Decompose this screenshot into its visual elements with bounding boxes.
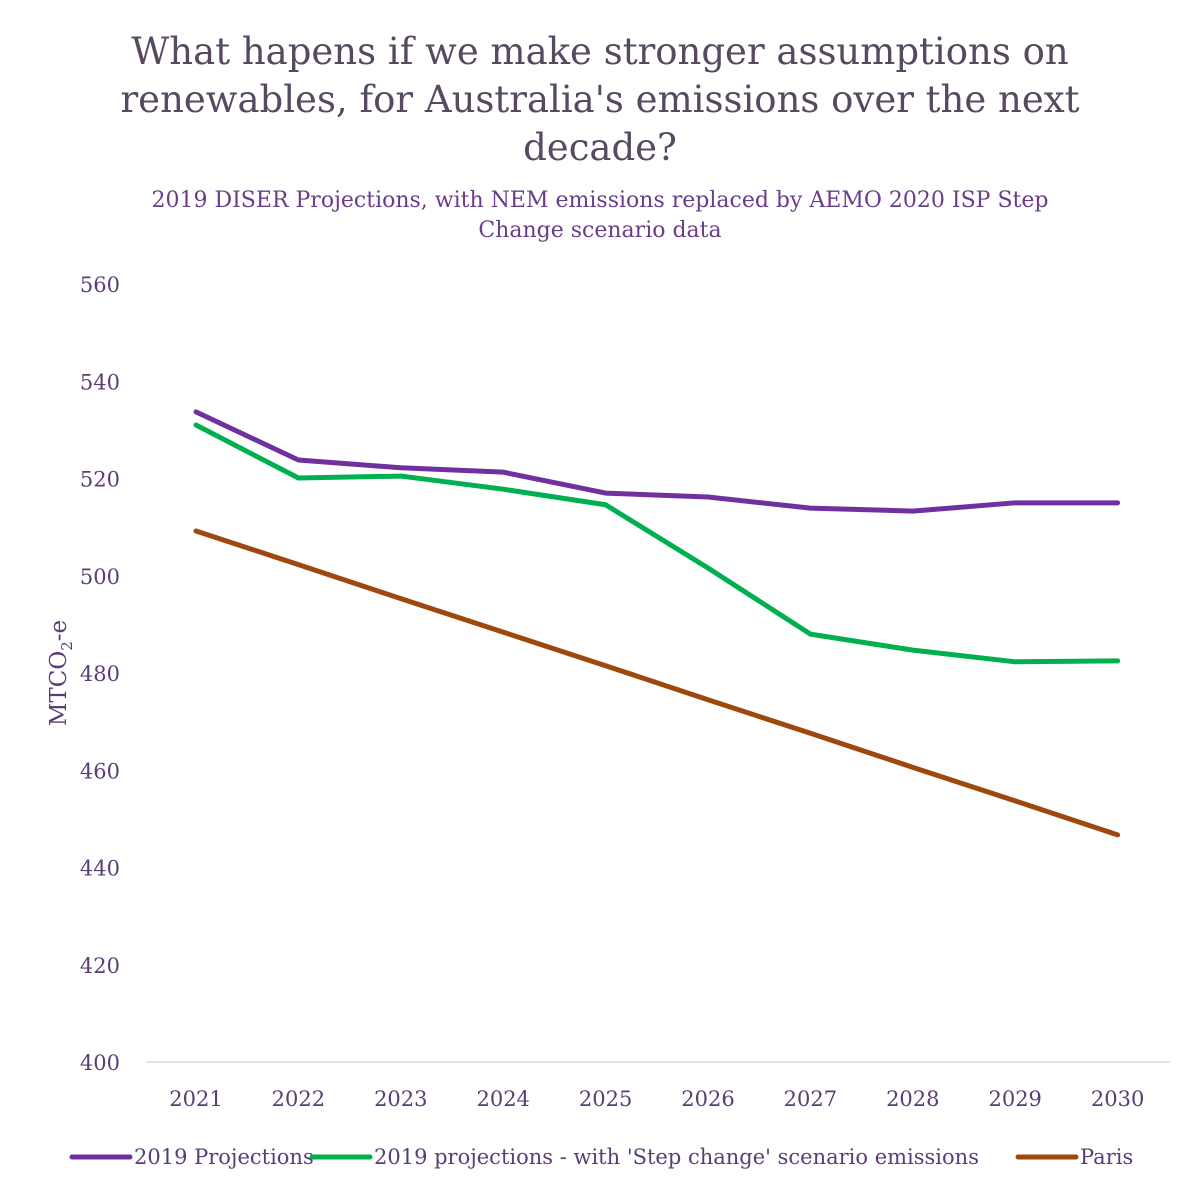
x-tick-label: 2022 xyxy=(272,1087,325,1111)
y-tick-label: 480 xyxy=(80,662,120,686)
x-tick-label: 2028 xyxy=(886,1087,939,1111)
x-tick-label: 2027 xyxy=(784,1087,837,1111)
y-tick-label: 460 xyxy=(80,759,120,783)
y-tick-label: 500 xyxy=(80,565,120,589)
x-tick-label: 2030 xyxy=(1091,1087,1144,1111)
series-line-2 xyxy=(193,528,1121,838)
chart-title: What hapens if we make stronger assumpti… xyxy=(120,30,1080,169)
y-tick-label: 400 xyxy=(80,1051,120,1075)
series-line-0 xyxy=(193,409,1121,514)
x-tick-label: 2023 xyxy=(374,1087,427,1111)
x-tick-label: 2021 xyxy=(169,1087,222,1111)
y-tick-label: 420 xyxy=(80,954,120,978)
legend-label-0: 2019 Projections xyxy=(134,1145,314,1169)
y-tick-label: 520 xyxy=(80,468,120,492)
y-tick-label: 540 xyxy=(80,370,120,394)
y-tick-label: 440 xyxy=(80,857,120,881)
series-line-1 xyxy=(193,422,1121,665)
legend-label-1: 2019 projections - with 'Step change' sc… xyxy=(374,1145,979,1169)
y-tick-label: 560 xyxy=(80,273,120,297)
x-tick-label: 2026 xyxy=(681,1087,734,1111)
chart-subtitle: 2019 DISER Projections, with NEM emissio… xyxy=(151,188,1049,243)
y-axis-label: MTCO2-e xyxy=(46,620,76,726)
x-tick-label: 2025 xyxy=(579,1087,632,1111)
x-tick-label: 2024 xyxy=(476,1087,529,1111)
legend-label-2: Paris xyxy=(1080,1145,1133,1169)
x-tick-label: 2029 xyxy=(988,1087,1041,1111)
